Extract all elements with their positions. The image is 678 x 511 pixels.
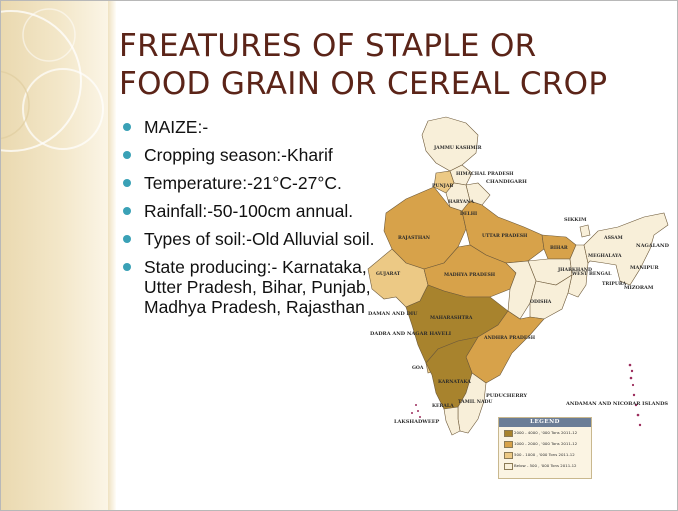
label-tripura: TRIPURA <box>602 281 627 287</box>
legend-swatch <box>504 452 513 459</box>
legend-swatch <box>504 441 513 448</box>
map-region-sikkim <box>579 224 591 238</box>
bullet-item: MAIZE:- <box>121 117 383 137</box>
label-puducherry: PUDUCHERRY <box>486 393 527 399</box>
bullet-icon <box>123 123 131 131</box>
map-region-jammu-kashmir <box>421 116 479 172</box>
legend-swatch <box>504 430 513 437</box>
map-region-odisha <box>529 274 573 320</box>
label-haryana: HARYANA <box>448 199 474 205</box>
label-mizoram: MIZORAM <box>624 285 654 291</box>
bullet-item: Cropping season:-Kharif <box>121 145 383 165</box>
india-maize-production-map: JAMMU KASHMIR HIMACHAL PRADESH PUNJAB CH… <box>367 116 670 436</box>
label-sikkim: SIKKIM <box>564 217 587 223</box>
legend-label: 500 - 1000 , '000 Tons 2011-12 <box>514 452 575 457</box>
bullet-item: Rainfall:-50-100cm annual. <box>121 201 383 221</box>
bullet-text-rainfall: Rainfall:-50-100cm annual. <box>144 201 354 221</box>
bullet-item: State producing:- Karnataka, Utter Prade… <box>121 257 383 317</box>
label-himachal-pradesh: HIMACHAL PRADESH <box>456 171 514 177</box>
bullet-text-temperature: Temperature:-21°C-27°C. <box>144 173 342 193</box>
map-region-kerala <box>443 406 461 436</box>
label-karnataka: KARNATAKA <box>438 379 471 385</box>
legend-item: Below - 500 , '000 Tons 2011-12 <box>499 460 591 471</box>
bullet-text-crop: MAIZE:- <box>144 117 209 137</box>
slide-title-line-2: FOOD GRAIN OR CEREAL CROP <box>119 66 608 102</box>
bullet-icon <box>123 179 131 187</box>
decorative-side-band <box>1 1 108 510</box>
decorative-circles <box>1 8 104 152</box>
label-jharkhand: JHARKHAND <box>557 267 592 273</box>
legend-label: Below - 500 , '000 Tons 2011-12 <box>514 463 577 468</box>
slide-title: FREATURES OF STAPLE OR FOOD GRAIN OR CER… <box>119 27 669 103</box>
legend-item: 500 - 1000 , '000 Tons 2011-12 <box>499 449 591 460</box>
map-legend: LEGEND 2000 - 4000 , '000 Tons 2011-12 1… <box>498 417 592 479</box>
bullet-icon <box>123 151 131 159</box>
label-tamil-nadu: TAMIL NADU <box>458 399 493 405</box>
label-meghalaya: MEGHALAYA <box>588 253 622 259</box>
legend-title: LEGEND <box>499 418 591 427</box>
bullet-list: MAIZE:- Cropping season:-Kharif Temperat… <box>121 117 383 325</box>
label-madhya-pradesh: MADHYA PRADESH <box>444 272 496 278</box>
label-assam: ASSAM <box>603 235 623 241</box>
legend-label: 2000 - 4000 , '000 Tons 2011-12 <box>514 430 578 435</box>
label-jammu-kashmir: JAMMU KASHMIR <box>433 145 482 151</box>
label-andhra-pradesh: ANDHRA PRADESH <box>483 335 536 341</box>
label-bihar: BIHAR <box>550 245 568 251</box>
label-kerala: KERALA <box>432 403 454 409</box>
bullet-text-season: Cropping season:-Kharif <box>144 145 333 165</box>
label-delhi: DELHI <box>460 211 477 217</box>
bullet-text-soil: Types of soil:-Old Alluvial soil. <box>144 229 375 249</box>
label-daman-diu: DAMAN AND DIU <box>368 311 418 317</box>
bullet-text-states: State producing:- Karnataka, Utter Prade… <box>144 257 371 317</box>
label-goa: GOA <box>412 365 424 371</box>
label-manipur: MANIPUR <box>630 265 659 271</box>
label-maharashtra: MAHARASHTRA <box>430 315 473 321</box>
legend-item: 2000 - 4000 , '000 Tons 2011-12 <box>499 427 591 438</box>
legend-item: 1000 - 2000 , '000 Tons 2011-12 <box>499 438 591 449</box>
map-islands <box>411 363 642 427</box>
label-gujarat: GUJARAT <box>376 271 401 277</box>
label-chandigarh: CHANDIGARH <box>486 179 527 185</box>
legend-label: 1000 - 2000 , '000 Tons 2011-12 <box>514 441 578 446</box>
label-nagaland: NAGALAND <box>636 243 670 249</box>
label-andaman-nicobar: ANDAMAN AND NICOBAR ISLANDS <box>565 401 668 407</box>
label-odisha: ODISHA <box>530 299 552 305</box>
bullet-item: Temperature:-21°C-27°C. <box>121 173 383 193</box>
label-dadra-nagar-haveli: DADRA AND NAGAR HAVELI <box>370 331 452 337</box>
map-region-north-east <box>583 212 669 286</box>
bullet-item: Types of soil:-Old Alluvial soil. <box>121 229 383 249</box>
label-uttar-pradesh: UTTAR PRADESH <box>482 233 528 239</box>
label-rajasthan: RAJASTHAN <box>398 235 431 241</box>
decorative-band-edge <box>108 1 116 510</box>
bullet-icon <box>123 235 131 243</box>
legend-swatch <box>504 463 513 470</box>
bullet-icon <box>123 207 131 215</box>
label-lakshadweep: LAKSHADWEEP <box>394 419 440 425</box>
bullet-icon <box>123 263 131 271</box>
label-punjab: PUNJAB <box>432 183 453 189</box>
label-west-bengal: WEST BENGAL <box>571 271 612 277</box>
slide-title-line-1: FREATURES OF STAPLE OR <box>119 28 537 64</box>
